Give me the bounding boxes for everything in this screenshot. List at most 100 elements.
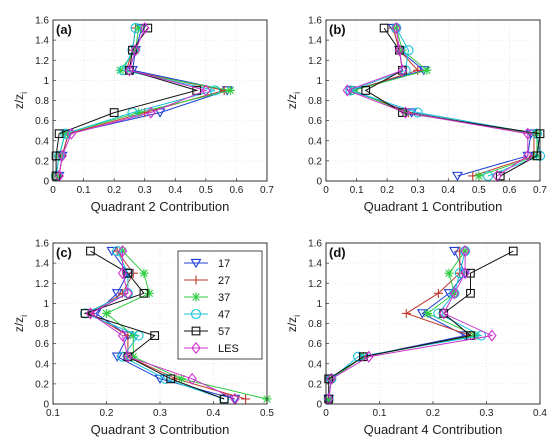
- axes-frame: [52, 242, 268, 405]
- y-tick-label: 1.4: [35, 36, 49, 47]
- x-tick-label: 0.7: [260, 185, 274, 196]
- data-point-LES: [130, 44, 141, 57]
- x-tick-label: 0.1: [77, 185, 91, 196]
- data-point-LES: [391, 21, 402, 35]
- plot-area: [326, 243, 540, 404]
- data-point-57: [466, 288, 475, 298]
- data-point-LES: [487, 329, 497, 342]
- y-tick-label: 0.6: [35, 339, 49, 350]
- data-point-57: [51, 171, 61, 181]
- axes-frame: [325, 242, 541, 405]
- data-point-57: [139, 288, 149, 298]
- data-point-47: [454, 268, 465, 279]
- data-point-47: [80, 308, 91, 319]
- y-tick-label: 0.8: [35, 96, 49, 107]
- y-tick-label: 0: [43, 400, 49, 411]
- y-axis-label-main: z/z: [285, 94, 299, 109]
- data-point-57: [143, 23, 153, 33]
- legend-marker: [190, 258, 202, 269]
- y-tick-label: 1.6: [308, 16, 322, 27]
- data-point-LES: [117, 329, 128, 342]
- x-tick-label: 0.5: [260, 408, 274, 419]
- data-point-LES: [201, 84, 211, 97]
- data-point-LES: [460, 267, 470, 280]
- x-tick-label: 0.6: [229, 185, 243, 196]
- data-point-37: [118, 246, 128, 256]
- data-point-LES: [364, 350, 374, 363]
- y-tick-label: 0.2: [35, 379, 49, 390]
- legend-entry-47: 47: [184, 308, 230, 321]
- data-point-37: [139, 268, 149, 278]
- data-point-47: [112, 246, 123, 257]
- legend-entry-37: 37: [184, 292, 230, 304]
- data-point-LES: [187, 372, 197, 385]
- y-tick-label: 0: [43, 177, 49, 188]
- data-point-57: [361, 86, 371, 95]
- y-tick-label: 0.6: [308, 116, 322, 127]
- axes-frame: [325, 19, 541, 182]
- y-tick-label: 1.2: [35, 279, 49, 290]
- y-tick-label: 0.2: [35, 156, 49, 167]
- data-point-17: [154, 374, 166, 384]
- legend-entry-57: 57: [184, 326, 230, 338]
- data-point-LES: [139, 21, 150, 35]
- y-tick-label: 0: [316, 400, 322, 411]
- y-axis-label-subscript: i: [19, 92, 29, 94]
- x-tick-label: 0.5: [472, 185, 486, 196]
- y-tick-label: 0.4: [308, 136, 322, 147]
- panel-label: (d): [329, 245, 346, 260]
- legend-label: 47: [218, 309, 230, 321]
- y-tick-label: 1: [43, 299, 49, 310]
- data-point-LES: [400, 106, 411, 119]
- y-tick-label: 0.8: [308, 96, 322, 107]
- data-point-LES: [85, 307, 96, 320]
- legend: 17 27 37 47 57 LES: [177, 250, 263, 360]
- data-point-47: [133, 330, 144, 341]
- y-tick-label: 0.8: [35, 319, 49, 330]
- data-point-37: [397, 45, 407, 55]
- y-tick-label: 1.4: [308, 36, 322, 47]
- y-tick-label: 0.4: [35, 136, 49, 147]
- x-axis-label: Quadrant 1 Contribution: [364, 199, 503, 214]
- x-tick-label: 0: [50, 185, 56, 196]
- data-point-47: [54, 150, 65, 161]
- data-point-57: [86, 246, 95, 256]
- panel-label: (b): [329, 22, 346, 37]
- y-tick-label: 1.6: [35, 16, 49, 27]
- data-point-47: [345, 85, 356, 96]
- data-point-27: [433, 288, 443, 298]
- data-point-LES: [523, 149, 533, 162]
- data-point-47: [117, 351, 128, 362]
- y-tick-label: 0.2: [308, 156, 322, 167]
- data-point-37: [176, 374, 186, 384]
- y-tick-label: 0.6: [308, 339, 322, 350]
- axes-frame: [52, 19, 268, 182]
- data-point-LES: [123, 350, 133, 363]
- y-tick-label: 1: [316, 299, 322, 310]
- legend-marker: [190, 308, 202, 320]
- y-tick-label: 0.4: [35, 359, 49, 370]
- legend-entry-27: 27: [184, 275, 230, 287]
- legend-label: 27: [218, 275, 230, 287]
- data-point-37: [144, 288, 154, 298]
- legend-label: 17: [218, 258, 230, 270]
- y-axis-label: z/zi: [285, 315, 302, 332]
- data-point-37: [128, 352, 138, 362]
- data-point-57: [508, 246, 518, 256]
- legend-marker: [191, 326, 201, 336]
- data-point-47: [412, 107, 423, 118]
- data-point-17: [229, 394, 241, 405]
- x-tick-label: 0.7: [533, 185, 547, 196]
- data-point-47: [127, 45, 138, 56]
- data-point-37: [102, 308, 111, 318]
- data-point-37: [444, 268, 454, 278]
- y-tick-label: 0.2: [308, 379, 322, 390]
- data-point-27: [401, 308, 411, 318]
- y-axis-label: z/zi: [12, 315, 29, 332]
- y-axis-label-main: z/z: [285, 317, 299, 332]
- y-axis-label: z/zi: [285, 92, 302, 109]
- series-57: [80, 246, 229, 404]
- y-tick-label: 1.2: [308, 279, 322, 290]
- panel-label: (c): [56, 245, 72, 260]
